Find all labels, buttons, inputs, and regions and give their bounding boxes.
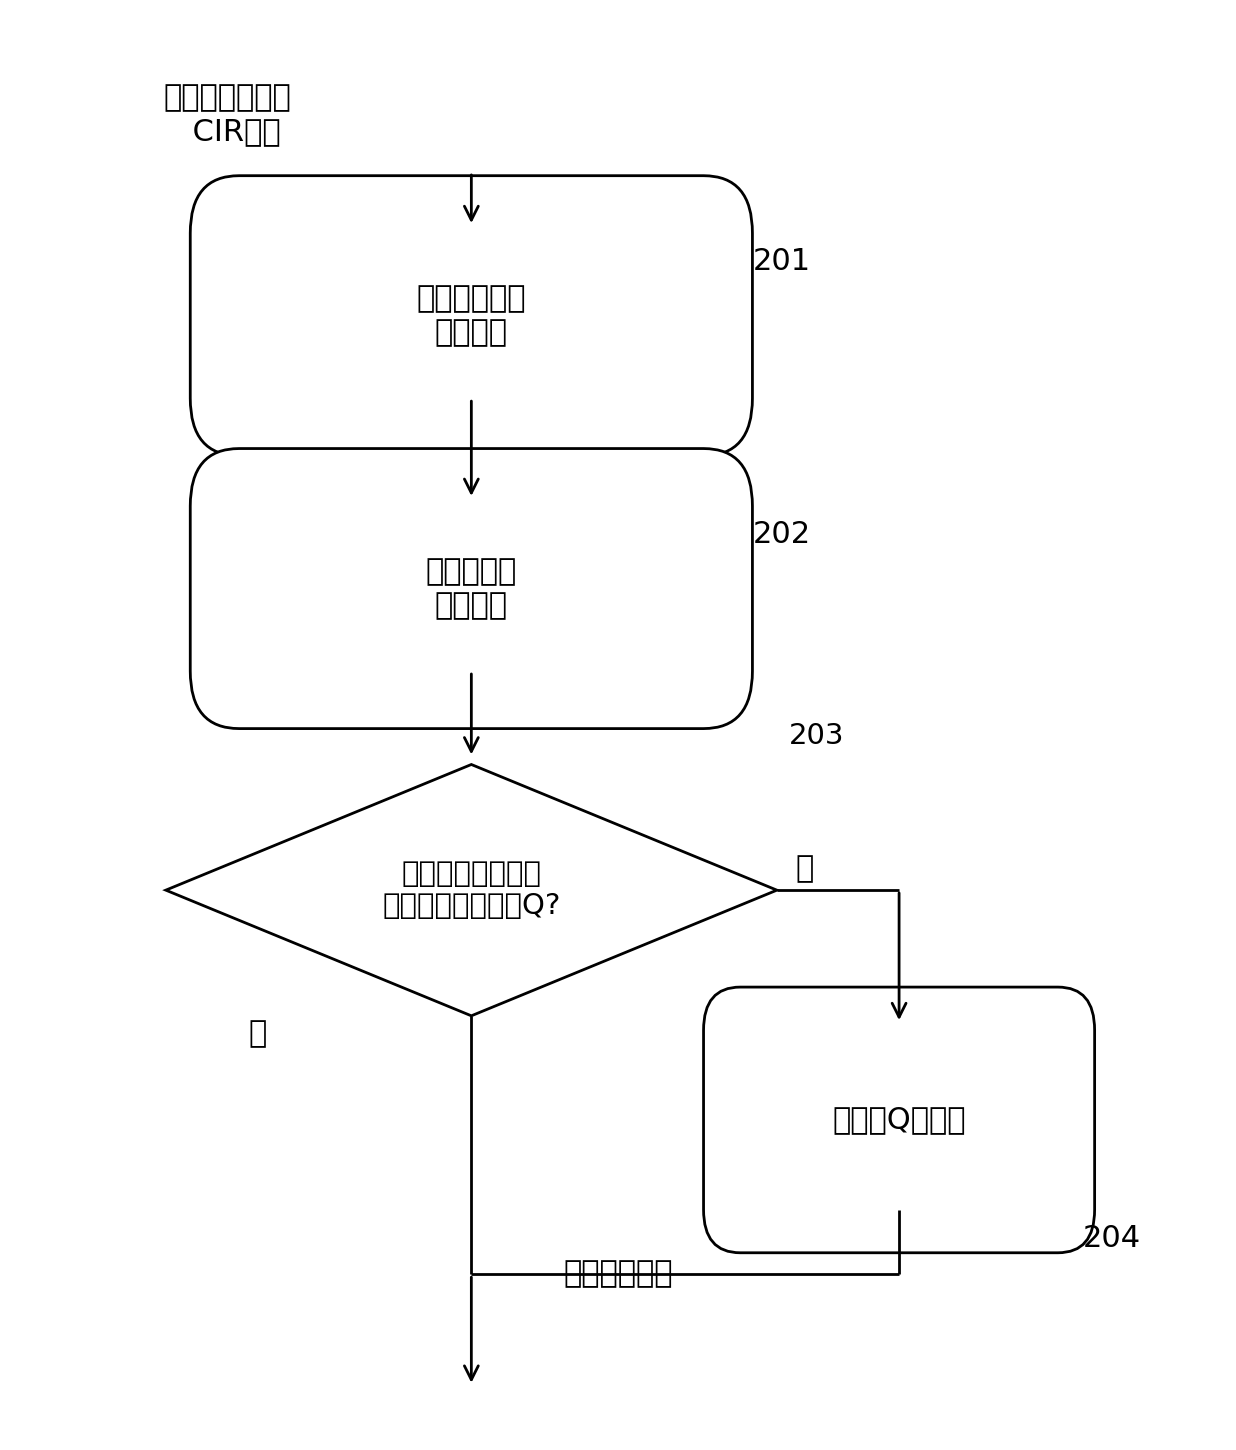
Text: 从本小区选择
多个强径: 从本小区选择 多个强径 — [417, 284, 527, 347]
FancyBboxPatch shape — [190, 448, 753, 728]
Text: 204: 204 — [1083, 1224, 1141, 1253]
Text: 202: 202 — [753, 521, 811, 550]
FancyBboxPatch shape — [703, 987, 1095, 1253]
Polygon shape — [166, 764, 777, 1016]
Text: 选择出的强径: 选择出的强径 — [564, 1259, 672, 1288]
FancyBboxPatch shape — [190, 175, 753, 455]
Text: 否: 否 — [248, 1019, 267, 1048]
Text: 203: 203 — [789, 722, 844, 750]
Text: 201: 201 — [753, 248, 811, 277]
Text: 选择出Q个强径: 选择出Q个强径 — [832, 1105, 965, 1134]
Text: 选择出的强径总数
大于强径数量上限Q?: 选择出的强径总数 大于强径数量上限Q? — [382, 860, 561, 921]
Text: 从邻区选择
多个强径: 从邻区选择 多个强径 — [425, 557, 517, 619]
Text: 是: 是 — [795, 854, 813, 883]
Text: 本小区和邻区的
  CIR估値: 本小区和邻区的 CIR估値 — [163, 83, 290, 146]
